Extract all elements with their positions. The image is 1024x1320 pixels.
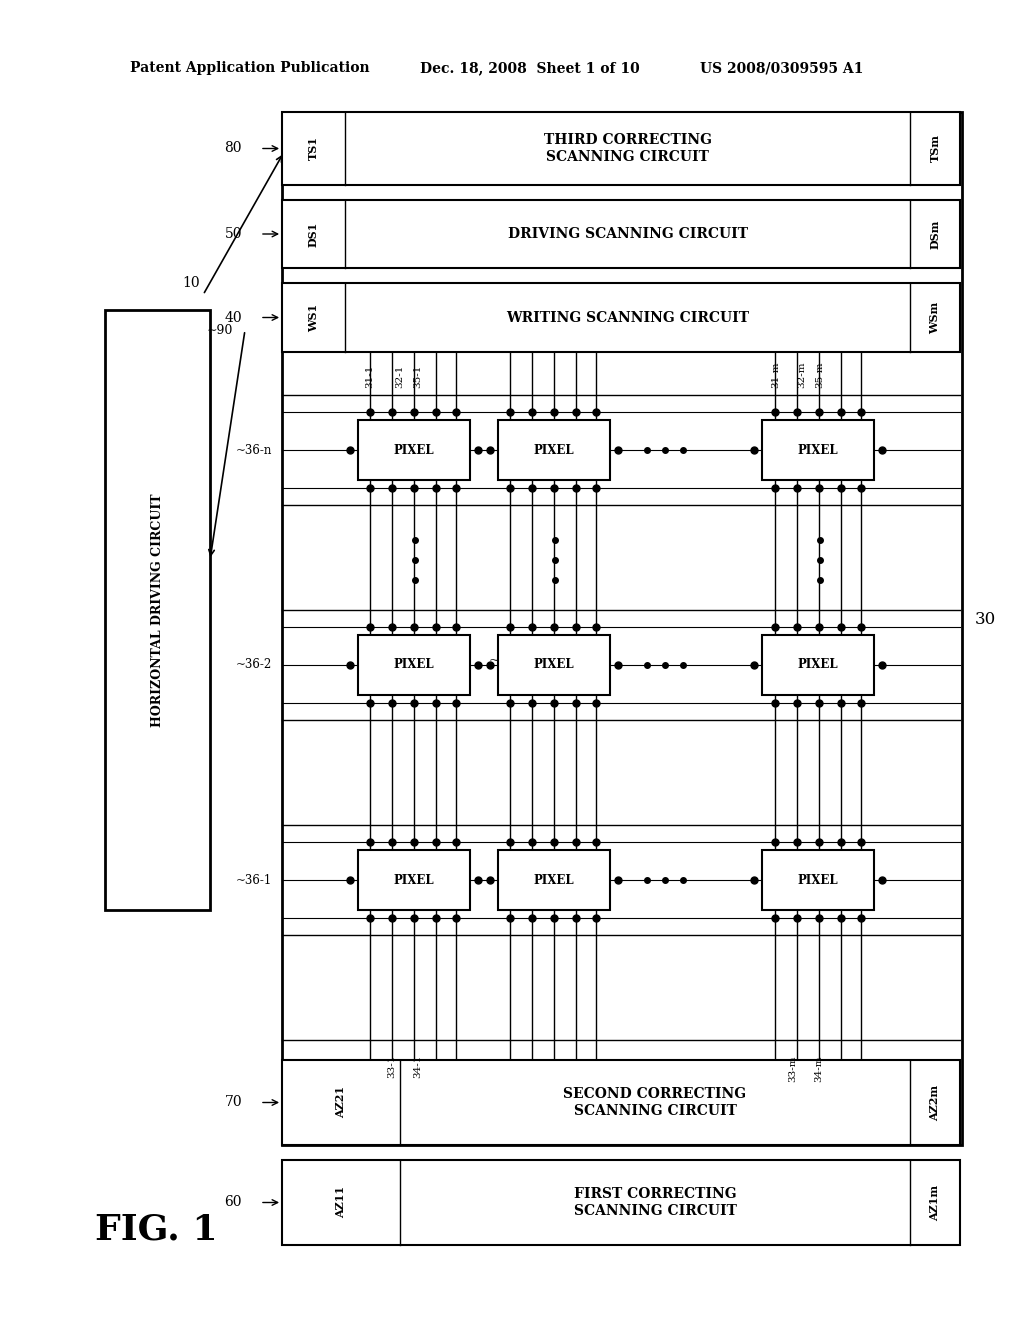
Text: 34-1: 34-1 — [414, 1055, 423, 1078]
Text: PIXEL: PIXEL — [393, 444, 434, 457]
Text: PIXEL: PIXEL — [534, 659, 574, 672]
Text: PIXEL: PIXEL — [534, 874, 574, 887]
Bar — [105, 310, 210, 909]
Text: 31-1: 31-1 — [366, 364, 375, 388]
Text: 50: 50 — [224, 227, 242, 242]
Bar — [498, 635, 610, 696]
Text: 30: 30 — [975, 611, 996, 628]
Bar — [358, 420, 470, 480]
Text: Dec. 18, 2008  Sheet 1 of 10: Dec. 18, 2008 Sheet 1 of 10 — [420, 61, 640, 75]
Text: AZ11: AZ11 — [336, 1187, 346, 1218]
Text: AZ1m: AZ1m — [930, 1184, 940, 1221]
Text: 31-m: 31-m — [771, 362, 780, 388]
Bar — [282, 201, 961, 268]
Text: 10: 10 — [182, 276, 200, 290]
Text: PIXEL: PIXEL — [393, 874, 434, 887]
Text: 80: 80 — [224, 141, 242, 156]
Text: ~20: ~20 — [489, 653, 517, 667]
Text: ~36-1: ~36-1 — [236, 874, 272, 887]
Text: HORIZONTAL DRIVING CIRCUIT: HORIZONTAL DRIVING CIRCUIT — [151, 494, 164, 727]
Bar — [762, 850, 874, 911]
Text: 32-m: 32-m — [798, 362, 807, 388]
Text: SECOND CORRECTING
SCANNING CIRCUIT: SECOND CORRECTING SCANNING CIRCUIT — [563, 1088, 746, 1118]
Text: ~36-2: ~36-2 — [236, 659, 272, 672]
Text: TS1: TS1 — [308, 136, 319, 161]
Bar — [358, 850, 470, 911]
Text: PIXEL: PIXEL — [798, 874, 839, 887]
Text: WSm: WSm — [930, 301, 940, 334]
Bar — [282, 112, 961, 185]
Bar — [498, 850, 610, 911]
Text: PIXEL: PIXEL — [798, 659, 839, 672]
Text: 35-m: 35-m — [815, 362, 824, 388]
Bar — [762, 635, 874, 696]
Text: 35-1: 35-1 — [414, 364, 423, 388]
Text: WRITING SCANNING CIRCUIT: WRITING SCANNING CIRCUIT — [506, 310, 749, 325]
Text: 34-m: 34-m — [814, 1055, 823, 1081]
Bar — [282, 282, 961, 352]
Text: Patent Application Publication: Patent Application Publication — [130, 61, 370, 75]
Bar — [358, 635, 470, 696]
Text: ~90: ~90 — [207, 323, 233, 337]
Text: 60: 60 — [224, 1196, 242, 1209]
Text: FIRST CORRECTING
SCANNING CIRCUIT: FIRST CORRECTING SCANNING CIRCUIT — [573, 1188, 736, 1217]
Text: AZ21: AZ21 — [336, 1086, 346, 1118]
Text: 33-m: 33-m — [788, 1055, 798, 1081]
Text: TSm: TSm — [930, 135, 940, 162]
Text: 32-1: 32-1 — [395, 364, 404, 388]
Bar — [282, 1160, 961, 1245]
Text: DSm: DSm — [930, 219, 940, 248]
Bar — [498, 420, 610, 480]
Text: 33-1: 33-1 — [387, 1055, 396, 1078]
Text: 70: 70 — [224, 1096, 242, 1110]
Bar — [282, 1060, 961, 1144]
Text: US 2008/0309595 A1: US 2008/0309595 A1 — [700, 61, 863, 75]
Text: WS1: WS1 — [308, 304, 319, 331]
Text: AZ2m: AZ2m — [930, 1085, 940, 1121]
Text: DS1: DS1 — [308, 222, 319, 247]
Text: THIRD CORRECTING
SCANNING CIRCUIT: THIRD CORRECTING SCANNING CIRCUIT — [544, 133, 712, 164]
Text: DRIVING SCANNING CIRCUIT: DRIVING SCANNING CIRCUIT — [508, 227, 748, 242]
Text: 40: 40 — [224, 310, 242, 325]
Bar — [762, 420, 874, 480]
Text: PIXEL: PIXEL — [798, 444, 839, 457]
Text: FIG. 1: FIG. 1 — [95, 1213, 218, 1247]
Text: PIXEL: PIXEL — [534, 444, 574, 457]
Bar — [282, 112, 962, 1144]
Text: ~36-n: ~36-n — [236, 444, 272, 457]
Text: PIXEL: PIXEL — [393, 659, 434, 672]
